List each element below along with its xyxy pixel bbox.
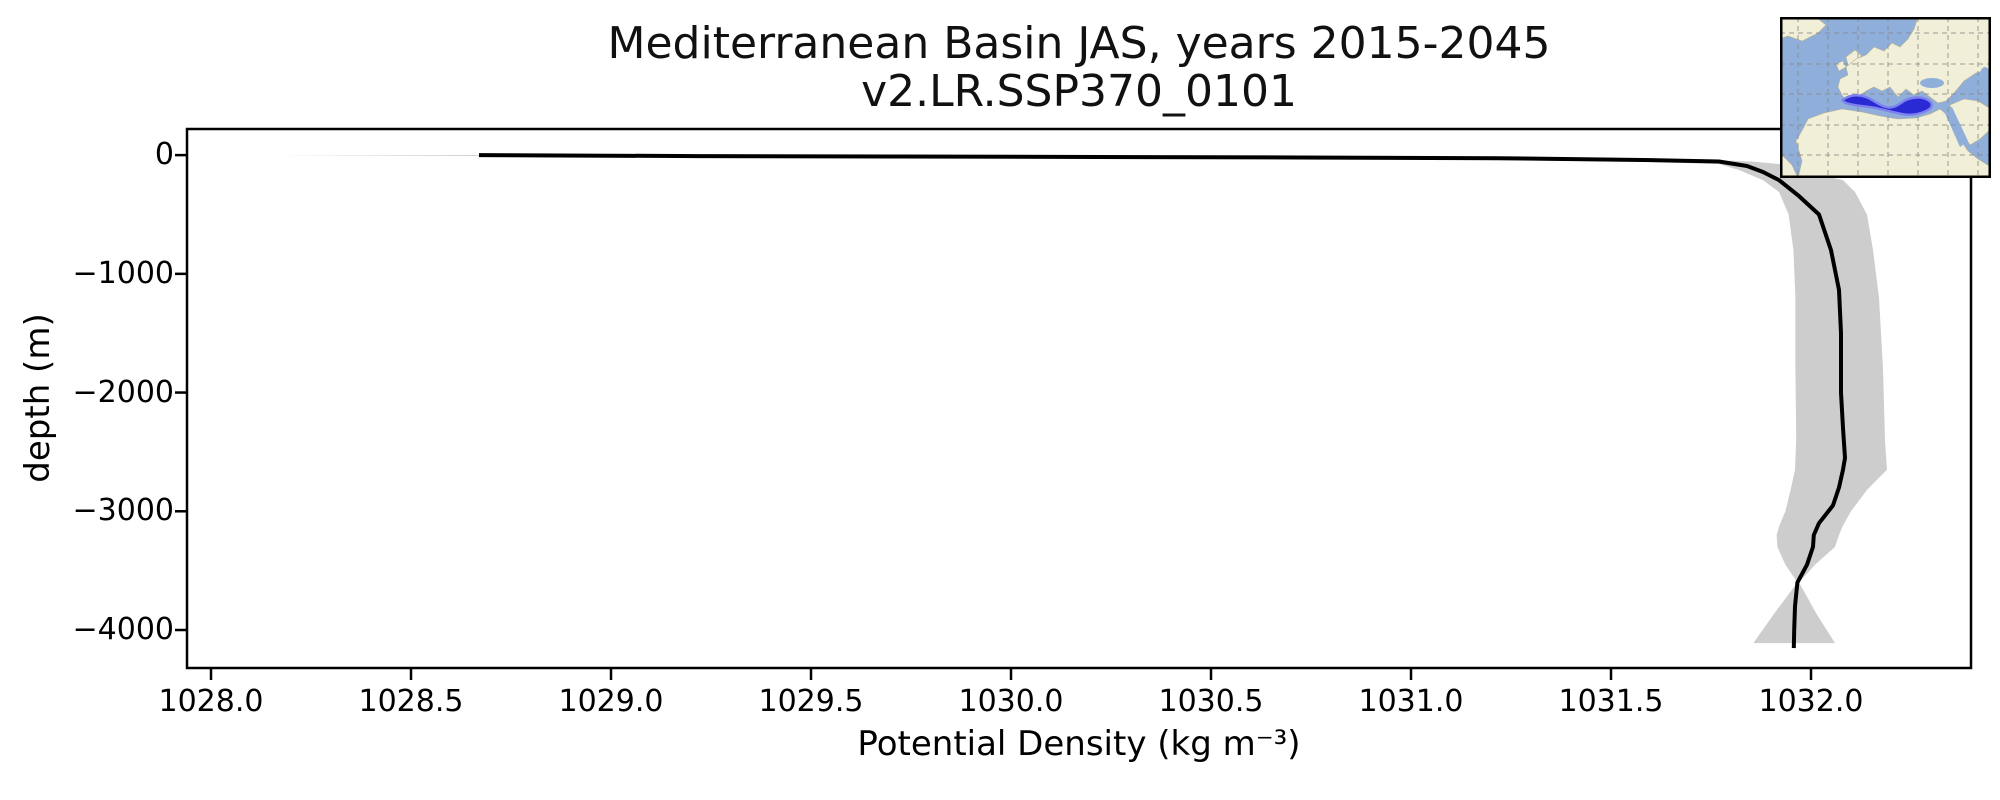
map-border (1780, 17, 1991, 178)
y-tick-label: −2000 (72, 374, 174, 410)
inset-locator-map (1780, 17, 1991, 178)
x-tick-label: 1031.0 (1358, 684, 1464, 719)
y-tick-label: −4000 (72, 612, 174, 647)
x-tick-label: 1028.5 (358, 684, 464, 719)
y-tick-label: −3000 (72, 493, 174, 529)
y-tick-label: 0 (154, 137, 174, 173)
mean-profile-line (478, 153, 1847, 649)
mediterranean-highlight (1841, 94, 1933, 116)
black-sea (1920, 78, 1944, 88)
figure-title-line1: Mediterranean Basin JAS, years 2015-2045 (607, 18, 1551, 69)
x-tick-label: 1029.5 (758, 684, 864, 719)
figure-title-line2: v2.LR.SSP370_0101 (861, 66, 1297, 117)
figure-title: Mediterranean Basin JAS, years 2015-2045… (187, 20, 1971, 116)
y-tick-label: −1000 (72, 255, 174, 291)
x-tick-label: 1032.0 (1758, 684, 1864, 719)
axes-frame (185, 127, 1973, 670)
caspian-sea (1979, 67, 1991, 91)
x-axis-label: Potential Density (kg m⁻³) (857, 724, 1301, 764)
x-tick-label: 1030.5 (1158, 684, 1264, 719)
map-landmasses (1780, 17, 1991, 178)
land-eurasia (1837, 17, 1991, 104)
axis-tick-marks (175, 153, 1813, 680)
x-tick-label: 1030.0 (958, 684, 1064, 719)
x-tick-label: 1031.5 (1558, 684, 1664, 719)
map-inland-seas (1920, 67, 1991, 147)
x-tick-label: 1028.0 (158, 684, 264, 719)
map-graticule (1780, 17, 1991, 178)
land-south-america (1780, 152, 1799, 178)
x-tick-label: 1029.0 (558, 684, 664, 719)
y-axis-label: depth (m) (18, 313, 58, 483)
red-sea (1944, 107, 1968, 147)
